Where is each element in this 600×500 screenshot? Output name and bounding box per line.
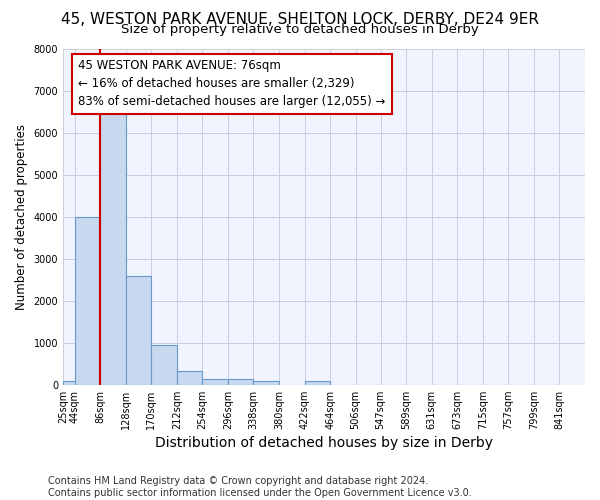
Y-axis label: Number of detached properties: Number of detached properties	[15, 124, 28, 310]
Text: 45, WESTON PARK AVENUE, SHELTON LOCK, DERBY, DE24 9ER: 45, WESTON PARK AVENUE, SHELTON LOCK, DE…	[61, 12, 539, 28]
Bar	[63, 382, 74, 384]
Bar	[151, 345, 177, 385]
Text: 45 WESTON PARK AVENUE: 76sqm
← 16% of detached houses are smaller (2,329)
83% of: 45 WESTON PARK AVENUE: 76sqm ← 16% of de…	[78, 60, 386, 108]
X-axis label: Distribution of detached houses by size in Derby: Distribution of detached houses by size …	[155, 436, 493, 450]
Bar	[100, 110, 126, 384]
Bar	[202, 379, 228, 384]
Text: Size of property relative to detached houses in Derby: Size of property relative to detached ho…	[121, 22, 479, 36]
Bar	[228, 379, 253, 384]
Bar	[253, 382, 279, 384]
Bar	[126, 276, 151, 384]
Text: Contains HM Land Registry data © Crown copyright and database right 2024.
Contai: Contains HM Land Registry data © Crown c…	[48, 476, 472, 498]
Bar	[177, 372, 202, 384]
Bar	[305, 382, 330, 384]
Bar	[74, 217, 100, 384]
